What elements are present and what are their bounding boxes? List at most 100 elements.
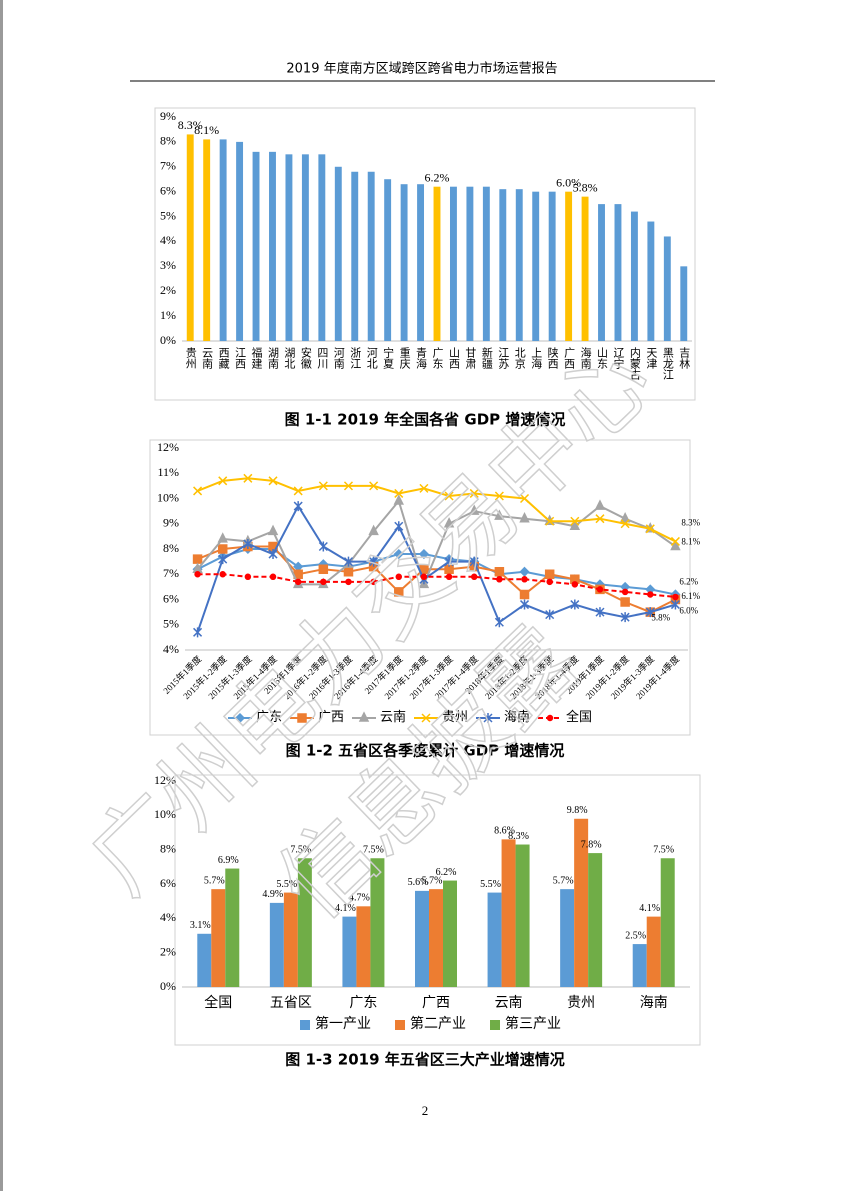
legend-label: 第三产业 [505, 1015, 561, 1032]
value-label: 6.0% [556, 175, 581, 189]
value-label: 7.5% [290, 845, 311, 856]
y-tick-label: 11% [157, 465, 179, 479]
marker [395, 573, 403, 580]
header-title: 2019 年度南方区域跨区跨省电力市场运营报告 [286, 61, 557, 77]
marker [647, 591, 654, 598]
x-tick-label: 青海 [415, 347, 428, 370]
marker [244, 573, 252, 580]
marker [394, 587, 404, 597]
marker [293, 501, 303, 512]
bar [211, 889, 226, 987]
y-tick-label: 4% [160, 233, 176, 247]
marker [343, 556, 354, 567]
x-tick-label: 广东 [349, 995, 377, 1011]
x-tick-label: 重庆 [398, 346, 411, 370]
marker [670, 599, 680, 610]
x-tick-label: 天津 [645, 347, 658, 369]
bar [225, 868, 240, 987]
y-tick-label: 12% [154, 773, 176, 787]
x-tick-label: 辽宁 [612, 347, 625, 369]
legend-swatch [300, 1020, 310, 1030]
bar [318, 154, 326, 341]
marker [570, 516, 580, 526]
chart-frame [154, 107, 696, 401]
value-label: 5.5% [276, 879, 297, 890]
marker [470, 573, 478, 580]
y-tick-label: 6% [160, 876, 176, 890]
marker [596, 586, 604, 593]
bar [660, 858, 675, 987]
bar [482, 186, 490, 341]
x-tick-label: 广西 [422, 995, 450, 1011]
x-tick-label: 五省区 [270, 995, 312, 1011]
legend-swatch [490, 1020, 500, 1030]
legend-label: 云南 [380, 709, 406, 724]
marker [595, 514, 605, 524]
y-tick-label: 0% [160, 333, 176, 347]
page-number: 2 [422, 1103, 429, 1118]
marker [494, 566, 505, 577]
marker [444, 556, 454, 567]
bar [598, 204, 605, 341]
marker [393, 548, 404, 560]
legend-marker [483, 713, 493, 723]
bar [449, 186, 457, 341]
bar [646, 916, 661, 987]
legend-label: 全国 [566, 709, 592, 724]
x-tick-label: 云南 [201, 347, 214, 369]
value-label: 5.7% [553, 875, 574, 886]
y-tick-label: 6% [163, 591, 179, 605]
marker [394, 488, 404, 498]
legend-marker [421, 713, 431, 723]
x-tick-label: 安徽 [299, 346, 312, 370]
y-tick-label: 10% [154, 807, 176, 821]
series-line [197, 573, 676, 598]
legend-label: 海南 [504, 709, 530, 724]
bar [680, 266, 688, 341]
bar [297, 858, 312, 987]
bar [630, 211, 638, 341]
marker [519, 599, 530, 610]
marker [219, 571, 226, 578]
marker [494, 491, 504, 501]
x-tick-label: 贵州 [567, 995, 595, 1011]
bar [466, 186, 474, 341]
bar [429, 889, 443, 987]
value-label: 6.1% [681, 591, 700, 601]
x-tick-label: 新疆 [480, 346, 493, 369]
y-tick-label: 9% [163, 516, 179, 530]
value-label: 9.8% [567, 805, 588, 816]
x-tick-label: 河北 [365, 347, 378, 369]
marker [269, 573, 277, 580]
marker [369, 481, 379, 491]
x-tick-label: 河南 [332, 347, 345, 369]
y-tick-label: 8% [163, 541, 179, 555]
marker [343, 481, 354, 491]
marker [570, 574, 580, 585]
y-tick-label: 4% [163, 642, 179, 656]
bar [367, 171, 375, 341]
marker [546, 578, 553, 586]
marker [393, 494, 404, 505]
marker [243, 538, 253, 549]
x-tick-label: 海南 [579, 346, 592, 369]
bar [197, 933, 212, 987]
x-tick-label: 湖南 [266, 347, 279, 369]
marker [267, 524, 279, 536]
x-tick-label: 山东 [596, 347, 609, 369]
marker [645, 524, 655, 534]
value-label: 7.5% [363, 845, 384, 856]
x-tick-label: 贵州 [184, 347, 197, 369]
value-label: 8.1% [681, 537, 700, 547]
x-tick-label: 陕西 [546, 346, 559, 369]
marker [569, 519, 581, 531]
bar [560, 889, 575, 987]
x-tick-label: 北京 [513, 347, 526, 370]
y-tick-label: 10% [157, 490, 179, 504]
marker [268, 476, 278, 486]
marker [670, 536, 680, 546]
caption: 图 1-3 2019 年五省区三大产业增速情况 [285, 1051, 565, 1069]
marker [218, 554, 228, 565]
bar [614, 204, 622, 341]
